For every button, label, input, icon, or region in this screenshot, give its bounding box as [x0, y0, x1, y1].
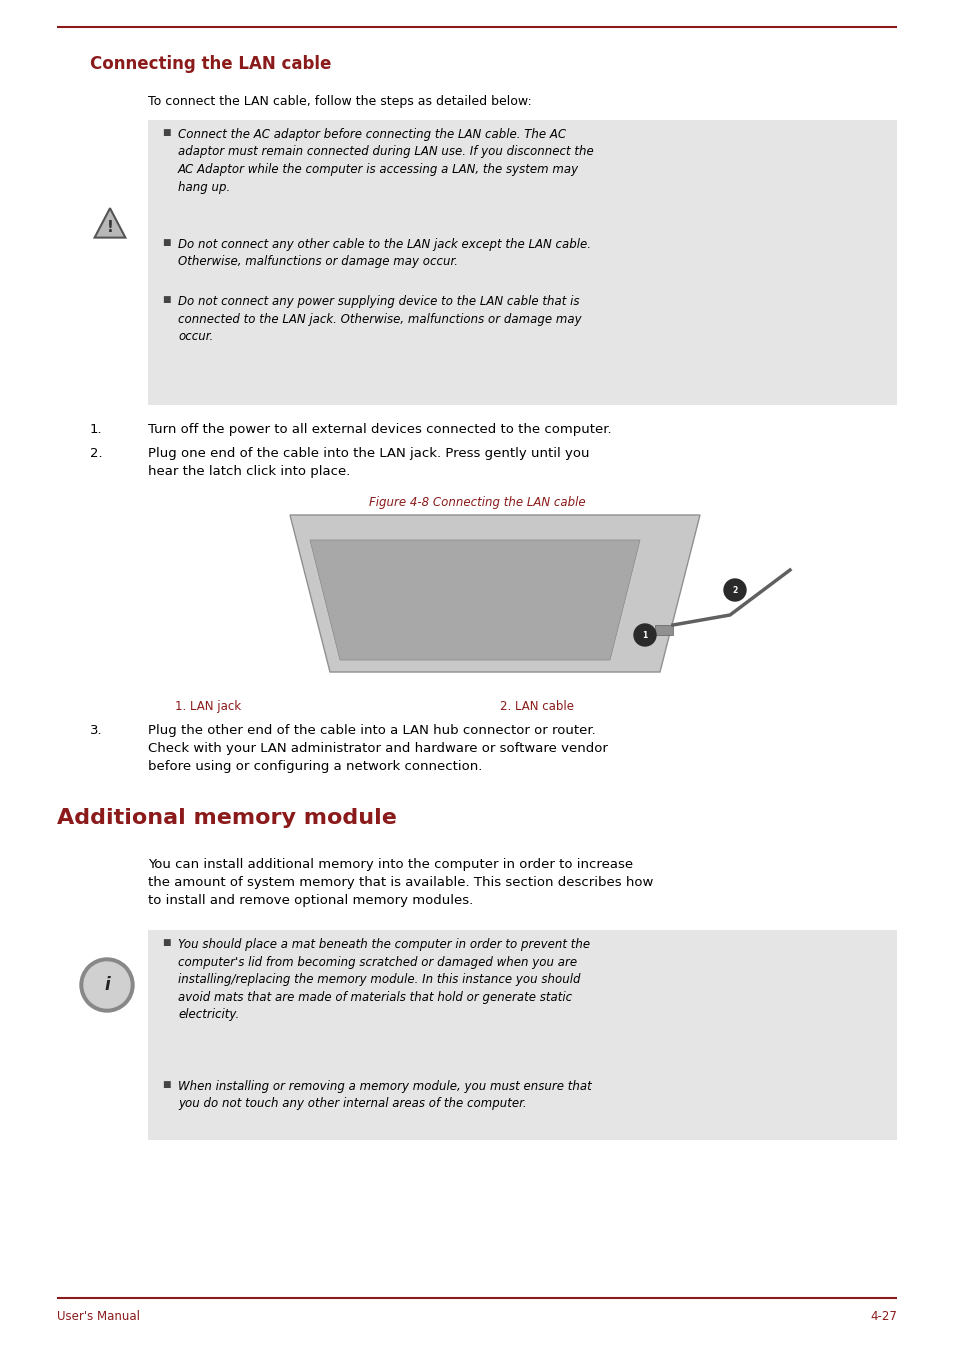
Polygon shape — [310, 539, 639, 660]
Text: User's Manual: User's Manual — [57, 1310, 140, 1323]
Text: ■: ■ — [162, 295, 171, 304]
Circle shape — [80, 958, 133, 1011]
Circle shape — [84, 962, 130, 1007]
Text: Do not connect any other cable to the LAN jack except the LAN cable.
Otherwise, : Do not connect any other cable to the LA… — [178, 238, 590, 269]
FancyBboxPatch shape — [655, 625, 672, 635]
Text: Plug one end of the cable into the LAN jack. Press gently until you
hear the lat: Plug one end of the cable into the LAN j… — [148, 447, 589, 477]
FancyBboxPatch shape — [148, 120, 896, 405]
Text: Connect the AC adaptor before connecting the LAN cable. The AC
adaptor must rema: Connect the AC adaptor before connecting… — [178, 128, 593, 194]
Text: 4-27: 4-27 — [869, 1310, 896, 1323]
Text: ■: ■ — [162, 937, 171, 947]
FancyBboxPatch shape — [148, 929, 896, 1141]
Text: 1.: 1. — [90, 422, 103, 436]
Text: 1. LAN jack: 1. LAN jack — [174, 699, 241, 713]
Circle shape — [634, 624, 656, 646]
Text: !: ! — [107, 219, 113, 234]
Text: ■: ■ — [162, 238, 171, 247]
Polygon shape — [290, 515, 700, 672]
Text: To connect the LAN cable, follow the steps as detailed below:: To connect the LAN cable, follow the ste… — [148, 95, 531, 108]
Text: You should place a mat beneath the computer in order to prevent the
computer's l: You should place a mat beneath the compu… — [178, 937, 590, 1021]
Text: When installing or removing a memory module, you must ensure that
you do not tou: When installing or removing a memory mod… — [178, 1080, 591, 1111]
Text: You can install additional memory into the computer in order to increase
the amo: You can install additional memory into t… — [148, 858, 653, 907]
Text: Turn off the power to all external devices connected to the computer.: Turn off the power to all external devic… — [148, 422, 611, 436]
Text: Plug the other end of the cable into a LAN hub connector or router.
Check with y: Plug the other end of the cable into a L… — [148, 724, 607, 773]
Text: Additional memory module: Additional memory module — [57, 808, 396, 829]
Text: 2.: 2. — [90, 447, 103, 460]
Text: i: i — [104, 976, 110, 994]
Text: Do not connect any power supplying device to the LAN cable that is
connected to : Do not connect any power supplying devic… — [178, 295, 581, 343]
Text: 2: 2 — [732, 585, 737, 594]
Text: 2. LAN cable: 2. LAN cable — [499, 699, 574, 713]
Circle shape — [723, 578, 745, 601]
FancyBboxPatch shape — [310, 510, 760, 681]
Text: 1: 1 — [641, 631, 647, 639]
Text: 3.: 3. — [90, 724, 103, 737]
Polygon shape — [94, 208, 125, 238]
Text: ■: ■ — [162, 1080, 171, 1089]
Text: Figure 4-8 Connecting the LAN cable: Figure 4-8 Connecting the LAN cable — [368, 496, 585, 508]
Text: Connecting the LAN cable: Connecting the LAN cable — [90, 55, 331, 73]
Text: ■: ■ — [162, 128, 171, 137]
